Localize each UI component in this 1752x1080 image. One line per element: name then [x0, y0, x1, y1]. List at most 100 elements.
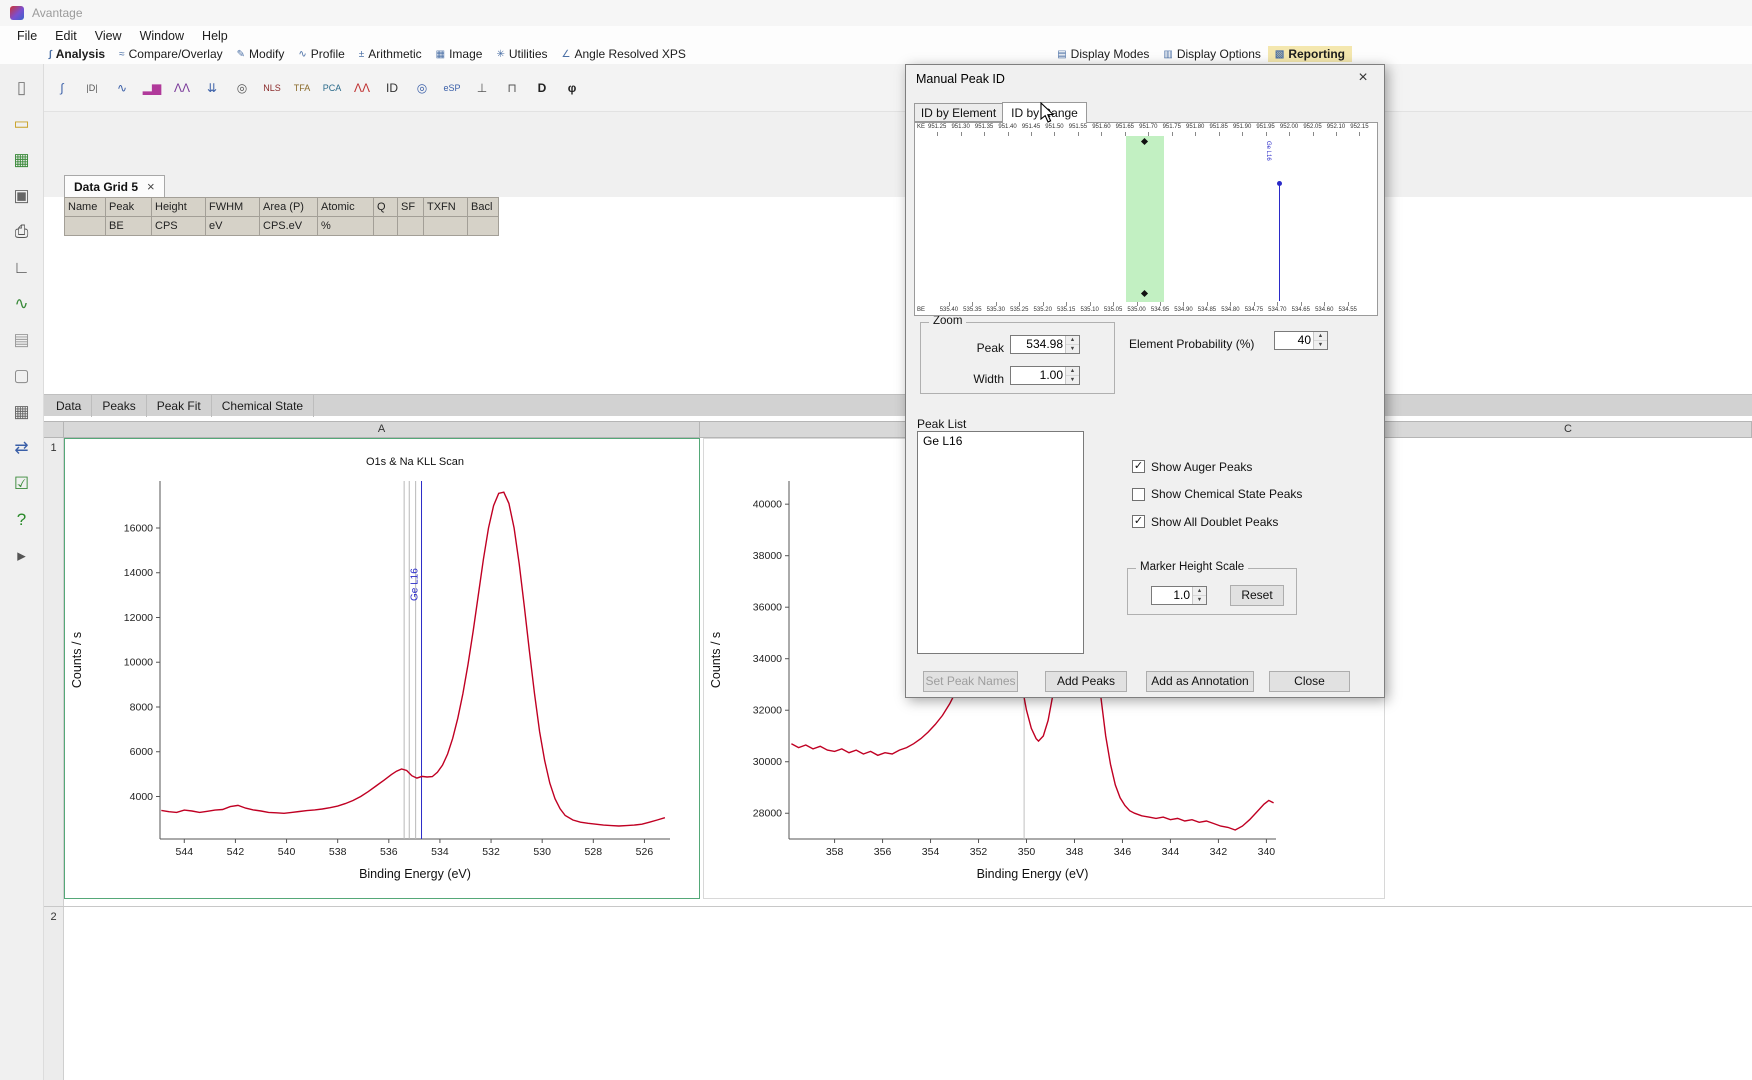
view-tab-data[interactable]: Data: [46, 394, 93, 417]
new-document-icon[interactable]: ▯: [16, 78, 27, 97]
help-icon[interactable]: ?: [16, 510, 27, 529]
green-curve-icon[interactable]: ∿: [14, 294, 29, 313]
spin-down-icon[interactable]: ▼: [1066, 345, 1079, 353]
menu-edit[interactable]: Edit: [55, 29, 77, 43]
grid-col-txfn[interactable]: TXFN: [424, 198, 468, 236]
row-label-1[interactable]: 1: [50, 442, 57, 454]
selected-range-band[interactable]: [1126, 136, 1164, 302]
menu-help[interactable]: Help: [202, 29, 228, 43]
ribbon-tab-compare-overlay[interactable]: ≈ Compare/Overlay: [112, 46, 230, 62]
multi-peak-icon[interactable]: ΛΛ: [353, 81, 371, 95]
collapse-panel-icon[interactable]: ▸: [17, 546, 26, 565]
grid-col-fwhm[interactable]: FWHM eV: [206, 198, 260, 236]
quantify-area-icon[interactable]: ∫: [60, 81, 64, 95]
esp-icon[interactable]: eSP: [443, 83, 461, 93]
show-chemical-state-peaks-checkbox[interactable]: Show Chemical State Peaks: [1132, 487, 1302, 502]
ribbon-tab-arithmetic[interactable]: ± Arithmetic: [352, 46, 429, 62]
grid-col-name[interactable]: Name: [65, 198, 106, 236]
grid-col-sf[interactable]: SF: [398, 198, 424, 236]
selection-box-icon[interactable]: ▢: [13, 366, 30, 385]
smooth-icon[interactable]: ∿: [116, 81, 128, 95]
peak-height-icon[interactable]: |D|: [86, 83, 98, 93]
dialog-close-button[interactable]: ×: [1358, 69, 1368, 86]
swap-view-icon[interactable]: ⇄: [14, 438, 29, 457]
spin-up-icon[interactable]: ▲: [1066, 336, 1079, 345]
energy-shift-icon[interactable]: ⇊: [206, 81, 218, 95]
peak-list-item[interactable]: Ge L16: [923, 434, 963, 448]
view-tab-chemical-state[interactable]: Chemical State: [212, 394, 315, 417]
ribbon-tab-image[interactable]: ▦ Image: [429, 46, 490, 62]
grid-col-atomic[interactable]: Atomic%: [318, 198, 374, 236]
row-label-2[interactable]: 2: [50, 911, 57, 923]
ribbon-tab-modify[interactable]: ✎ Modify: [230, 46, 292, 62]
marker-height-spinner[interactable]: ▲ ▼: [1192, 587, 1206, 604]
doublet-peaks-icon[interactable]: ΛΛ: [173, 81, 191, 95]
checked-box-icon[interactable]: ✓: [1132, 460, 1145, 473]
element-probability-spinbox[interactable]: 40 ▲ ▼: [1274, 331, 1328, 350]
spectrum-icon[interactable]: ▂▆: [142, 81, 162, 95]
workfunction-icon[interactable]: φ: [567, 81, 577, 95]
width-spinbox[interactable]: 1.00 ▲ ▼: [1010, 366, 1080, 385]
show-all-doublet-peaks-checkbox[interactable]: ✓ Show All Doublet Peaks: [1132, 514, 1278, 529]
spin-up-icon[interactable]: ▲: [1314, 332, 1327, 341]
ribbon-tab-utilities[interactable]: ✳ Utilities: [489, 46, 554, 62]
levels-icon[interactable]: ▤: [13, 330, 30, 349]
peak-search-icon[interactable]: ◎: [236, 81, 248, 95]
ribbon-tab-angle-resolved-xps[interactable]: ∠ Angle Resolved XPS: [555, 46, 693, 62]
pca-icon[interactable]: PCA: [322, 83, 342, 93]
tfa-icon[interactable]: TFA: [293, 83, 311, 93]
table-icon[interactable]: ▦: [13, 402, 30, 421]
axes-icon[interactable]: ∟: [13, 258, 30, 277]
element-probability-spinner[interactable]: ▲ ▼: [1313, 332, 1327, 349]
grid-col-q[interactable]: Q: [374, 198, 398, 236]
validate-icon[interactable]: ☑: [13, 474, 30, 493]
column-header-c[interactable]: C: [1385, 422, 1752, 437]
peak-spinbox[interactable]: 534.98 ▲ ▼: [1010, 335, 1080, 354]
close-button[interactable]: Close: [1269, 671, 1350, 692]
ribbon-tab-profile[interactable]: ∿ Profile: [291, 46, 351, 62]
save-icon[interactable]: ▣: [13, 186, 30, 205]
tab-close-icon[interactable]: ×: [147, 179, 155, 194]
tab-id-by-element[interactable]: ID by Element: [914, 103, 1003, 122]
marker-height-spinbox[interactable]: 1.0 ▲ ▼: [1151, 586, 1207, 605]
show-auger-peaks-checkbox[interactable]: ✓ Show Auger Peaks: [1132, 459, 1252, 474]
grid-col-height[interactable]: Height CPS: [152, 198, 206, 236]
add-peaks-button[interactable]: Add Peaks: [1045, 671, 1127, 692]
ribbon-tab-display-modes[interactable]: ▤ Display Modes: [1050, 46, 1156, 62]
find-peak-icon[interactable]: ◎: [416, 81, 428, 95]
ribbon-tab-analysis[interactable]: ∫ Analysis: [42, 46, 112, 62]
chart-panel-a1[interactable]: 544 542 540 538 536 534 532 530 528 526 4000 6000 80…: [64, 438, 700, 899]
column-header-a[interactable]: A: [64, 422, 700, 437]
peak-spinner[interactable]: ▲ ▼: [1065, 336, 1079, 353]
nls-fit-icon[interactable]: NLS: [263, 83, 281, 93]
checked-box-icon[interactable]: ✓: [1132, 515, 1145, 528]
grid-col-bacl[interactable]: Bacl: [468, 198, 499, 236]
annotation-tool-icon[interactable]: ⊓: [507, 81, 517, 95]
menu-window[interactable]: Window: [139, 29, 185, 43]
view-tab-peak-fit[interactable]: Peak Fit: [147, 394, 212, 417]
grid-col-area-p[interactable]: Area (P) CPS.eV: [260, 198, 318, 236]
data-grid-tab[interactable]: Data Grid 5 ×: [64, 175, 165, 197]
ribbon-tab-reporting[interactable]: ▧ Reporting: [1267, 46, 1352, 62]
reset-button[interactable]: Reset: [1230, 585, 1284, 606]
print-icon[interactable]: ⎙: [14, 222, 29, 241]
spin-down-icon[interactable]: ▼: [1193, 596, 1206, 604]
spin-up-icon[interactable]: ▲: [1066, 367, 1079, 376]
unchecked-box-icon[interactable]: [1132, 487, 1145, 501]
baseline-tool-icon[interactable]: ⊥: [476, 81, 488, 95]
spin-up-icon[interactable]: ▲: [1193, 587, 1206, 596]
peak-preview-strip[interactable]: KE 951.25 951.30 951.35 951.40 951.45 951.50 95…: [915, 123, 1377, 315]
spin-down-icon[interactable]: ▼: [1314, 341, 1327, 349]
add-as-annotation-button[interactable]: Add as Annotation: [1146, 671, 1254, 692]
menu-file[interactable]: File: [17, 29, 38, 43]
view-tab-peaks[interactable]: Peaks: [92, 394, 147, 417]
peak-id-icon[interactable]: ID: [386, 81, 398, 95]
experiment-grid-icon[interactable]: ▦: [13, 150, 30, 169]
width-spinner[interactable]: ▲ ▼: [1065, 367, 1079, 384]
window-titlebar[interactable]: Avantage: [0, 0, 1752, 26]
open-folder-icon[interactable]: ▭: [13, 114, 30, 133]
d-parameter-icon[interactable]: D: [537, 81, 547, 95]
menu-view[interactable]: View: [94, 29, 122, 43]
ribbon-tab-display-options[interactable]: ▥ Display Options: [1156, 46, 1268, 62]
grid-col-peak[interactable]: Peak BE: [106, 198, 152, 236]
